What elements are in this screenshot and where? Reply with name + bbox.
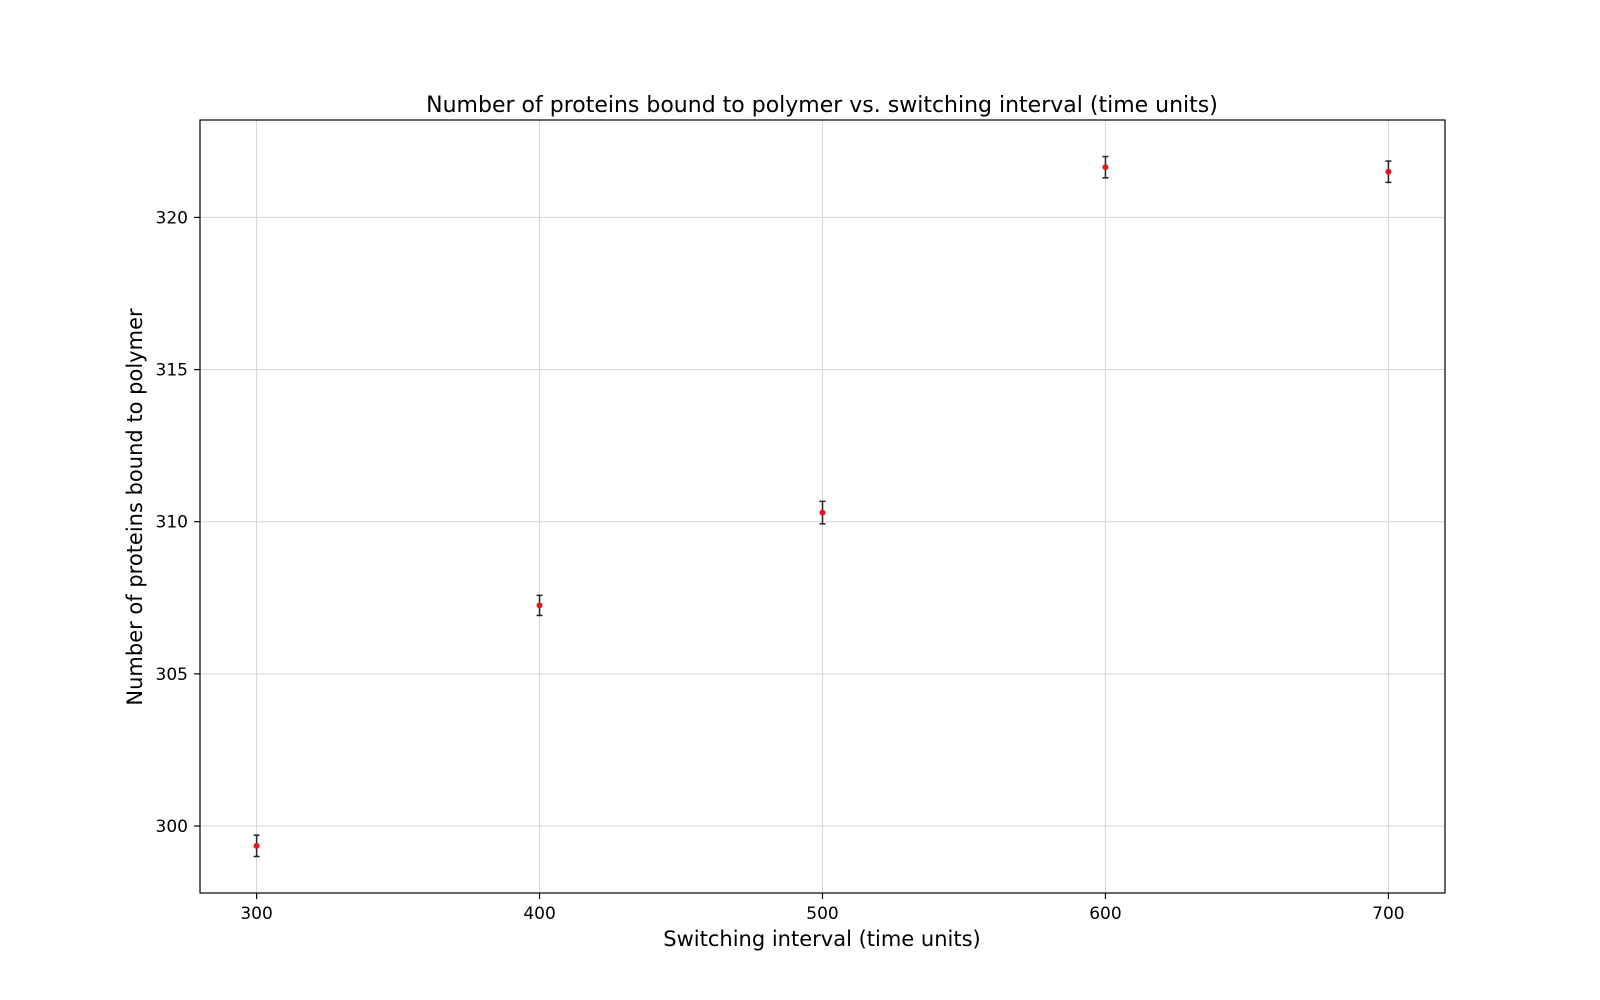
x-tick-label: 400 xyxy=(523,904,555,924)
x-tick-label: 700 xyxy=(1372,904,1404,924)
tick-layer: 300 400 500 600 700 300 305 310 315 320 xyxy=(156,208,1405,924)
data-point-group xyxy=(819,500,826,525)
y-tick-label: 310 xyxy=(156,513,188,533)
data-point xyxy=(819,509,826,516)
x-axis-label: Switching interval (time units) xyxy=(663,927,980,951)
grid-layer xyxy=(200,120,1445,893)
x-tick-label: 300 xyxy=(240,904,272,924)
y-tick-label: 315 xyxy=(156,361,188,381)
data-point xyxy=(536,602,543,609)
x-tick-label: 500 xyxy=(806,904,838,924)
data-point-group xyxy=(1385,160,1392,184)
data-point-group xyxy=(1102,155,1109,179)
data-point xyxy=(1385,168,1392,175)
data-point-group xyxy=(536,594,543,617)
chart-title: Number of proteins bound to polymer vs. … xyxy=(426,93,1218,118)
data-layer xyxy=(253,155,1392,858)
y-tick-label: 300 xyxy=(156,817,188,837)
data-point xyxy=(253,842,260,849)
x-tick-label: 600 xyxy=(1089,904,1121,924)
y-tick-label: 320 xyxy=(156,208,188,228)
y-axis-label: Number of proteins bound to polymer xyxy=(123,308,147,706)
data-point-group xyxy=(253,834,260,858)
data-point xyxy=(1102,164,1109,171)
y-tick-label: 305 xyxy=(156,665,188,685)
